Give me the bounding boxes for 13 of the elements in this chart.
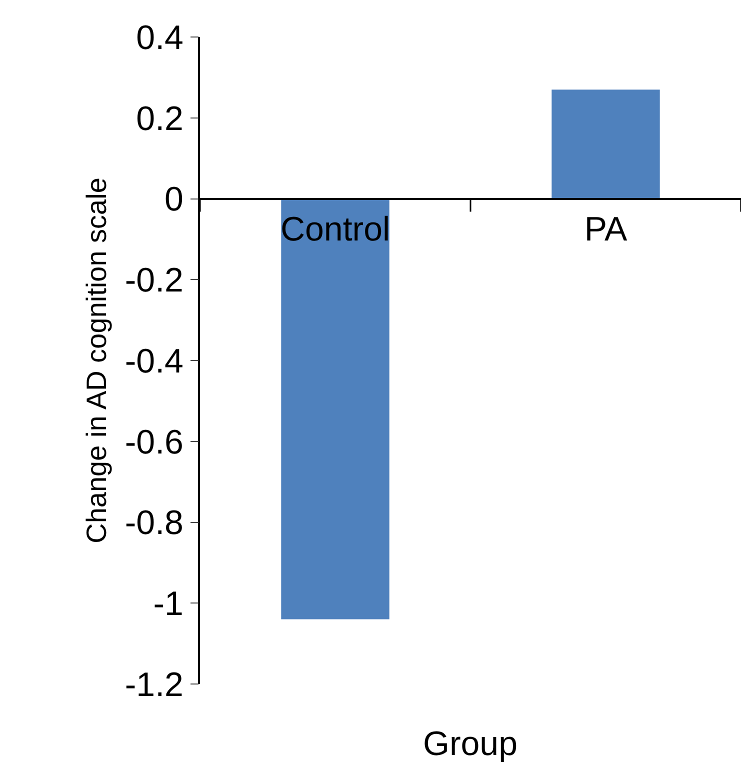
y-tick-label: -1 xyxy=(153,585,184,624)
y-tick-label: 0.4 xyxy=(136,18,184,57)
y-tick-label: -0.4 xyxy=(124,342,184,380)
y-tick-label: 0.2 xyxy=(136,100,184,138)
x-axis-title: Group xyxy=(423,725,518,763)
y-tick-label: -0.2 xyxy=(124,262,184,300)
y-axis-title: Change in AD cognition scale xyxy=(81,178,112,544)
x-tick-label: PA xyxy=(584,210,628,248)
x-tick-label: Control xyxy=(280,210,390,248)
y-tick-label: 0 xyxy=(164,180,184,219)
y-tick-label: -0.8 xyxy=(124,504,184,542)
y-tick-label: -0.6 xyxy=(124,423,184,462)
y-tick-label: -1.2 xyxy=(124,666,184,704)
